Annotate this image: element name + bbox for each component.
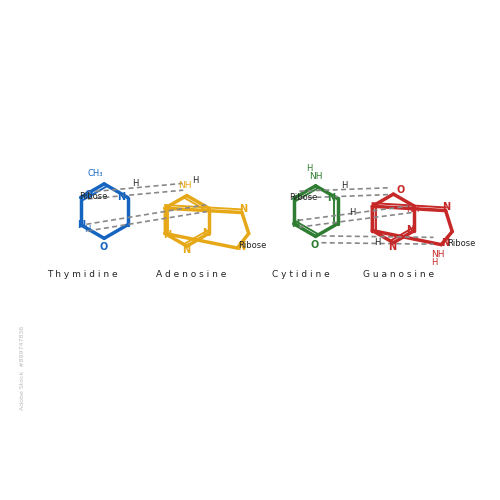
Text: A d e n o s i n e: A d e n o s i n e <box>156 270 227 278</box>
Text: O: O <box>84 190 93 200</box>
Text: N: N <box>182 245 190 255</box>
Text: NH: NH <box>178 182 191 190</box>
Text: N: N <box>237 242 246 252</box>
Text: N: N <box>117 192 125 202</box>
Text: NH: NH <box>406 204 419 214</box>
Text: H: H <box>192 176 198 186</box>
Text: N: N <box>406 224 414 234</box>
Text: H: H <box>432 258 438 266</box>
Text: G u a n o s i n e: G u a n o s i n e <box>362 270 434 278</box>
Text: H: H <box>132 180 138 188</box>
Text: O: O <box>99 242 108 252</box>
Text: N: N <box>388 242 396 252</box>
Text: N: N <box>78 220 86 230</box>
Text: H: H <box>350 208 356 216</box>
Text: NH: NH <box>309 172 322 180</box>
Text: C y t i d i n e: C y t i d i n e <box>272 270 330 278</box>
Text: Ribose: Ribose <box>288 193 317 202</box>
Text: N: N <box>163 230 171 240</box>
Text: H: H <box>374 238 380 247</box>
Text: N: N <box>441 238 449 248</box>
Text: O: O <box>396 185 404 195</box>
Text: N: N <box>442 202 450 211</box>
Text: Ribose: Ribose <box>447 238 475 248</box>
Text: CH₃: CH₃ <box>88 168 103 177</box>
Text: N: N <box>326 194 335 203</box>
Text: NH: NH <box>430 250 444 259</box>
Text: N: N <box>292 219 300 229</box>
Text: O: O <box>310 240 319 250</box>
Text: Adobe Stock  #899747836: Adobe Stock #899747836 <box>20 326 25 410</box>
Text: N: N <box>202 228 210 237</box>
Text: Ribose: Ribose <box>238 240 267 250</box>
Text: H: H <box>84 225 90 234</box>
Text: Ribose: Ribose <box>79 192 108 201</box>
Text: N: N <box>239 204 247 214</box>
Text: T h y m i d i n e: T h y m i d i n e <box>47 270 118 278</box>
Text: H: H <box>306 164 313 173</box>
Text: H: H <box>341 181 347 190</box>
